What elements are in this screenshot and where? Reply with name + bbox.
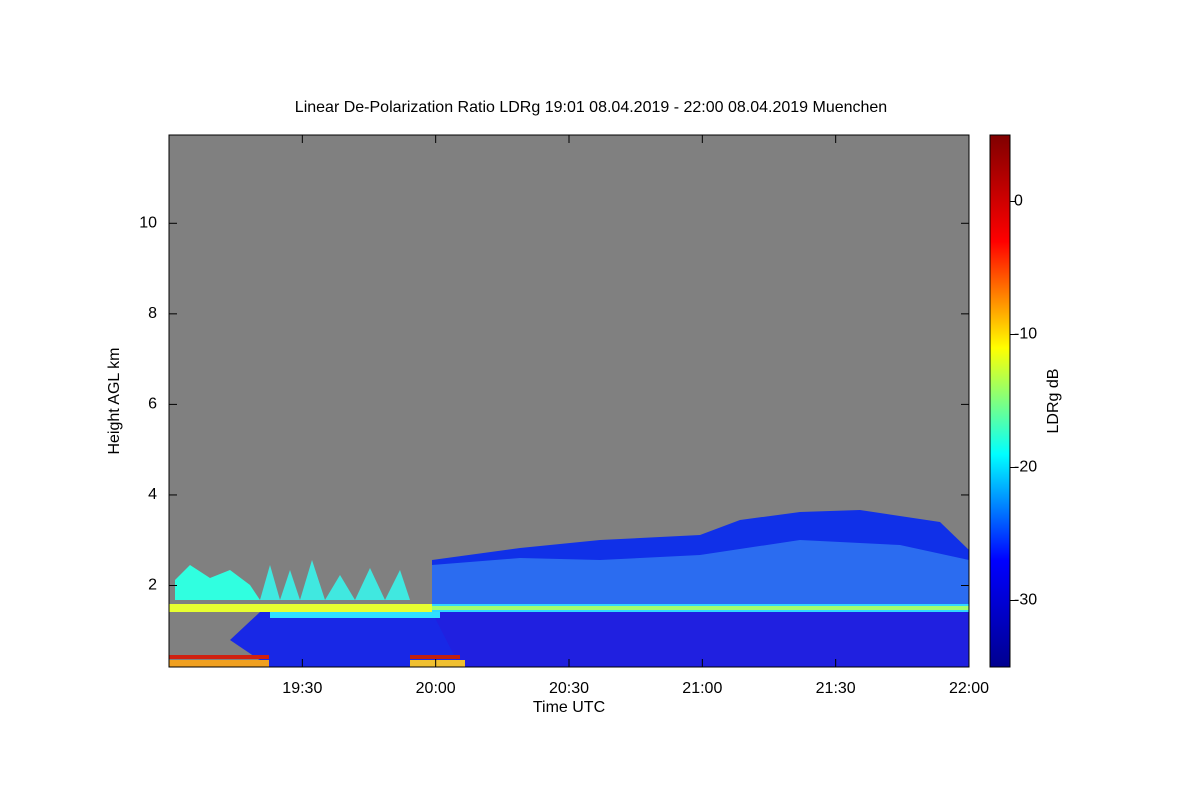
colorbar-tick-label: -20 xyxy=(1014,459,1037,476)
y-axis-label: Height AGL km xyxy=(106,347,123,454)
y-tick-label: 8 xyxy=(148,305,157,322)
x-tick-label: 21:00 xyxy=(682,680,722,697)
colorbar-label: LDRg dB xyxy=(1045,369,1062,434)
colorbar-tick-label: 0 xyxy=(1014,193,1023,210)
x-tick-label: 21:30 xyxy=(816,680,856,697)
x-tick-label: 19:30 xyxy=(282,680,322,697)
y-tick-label: 4 xyxy=(148,486,157,503)
x-tick-label: 22:00 xyxy=(949,680,989,697)
heatmap-image xyxy=(169,510,969,667)
x-tick-label: 20:30 xyxy=(549,680,589,697)
y-tick-label: 2 xyxy=(148,577,157,594)
y-tick-label: 10 xyxy=(139,215,157,232)
y-tick-label: 6 xyxy=(148,396,157,413)
colorbar xyxy=(989,134,1011,668)
colorbar-tick-label: -30 xyxy=(1014,592,1037,609)
colorbar-tick-label: -10 xyxy=(1014,326,1037,343)
chart-title: Linear De-Polarization Ratio LDRg 19:01 … xyxy=(295,99,887,116)
x-tick-label: 20:00 xyxy=(416,680,456,697)
x-axis-label: Time UTC xyxy=(533,699,605,716)
